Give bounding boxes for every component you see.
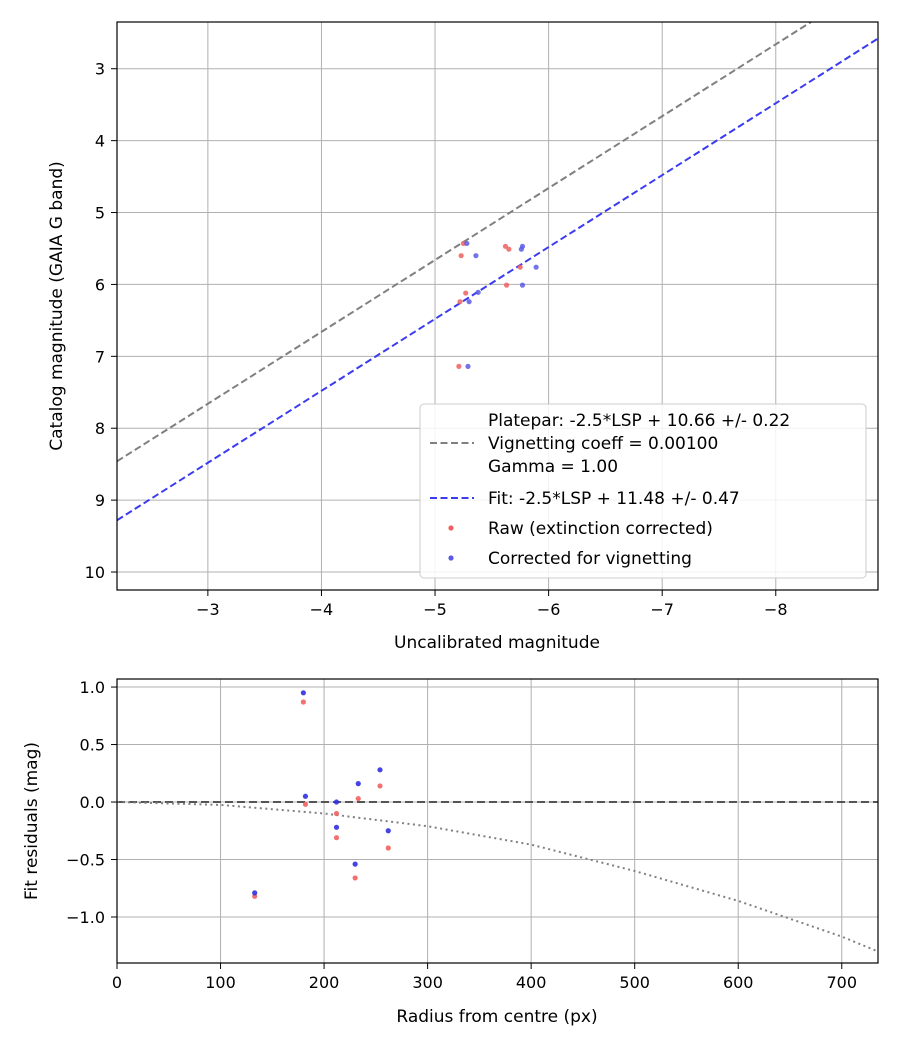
residuals-plot-points (252, 690, 391, 899)
raw-residual-point (352, 875, 358, 881)
corrected-point (533, 264, 539, 270)
x-tick-label: −7 (650, 600, 674, 619)
legend-dot-swatch (448, 525, 454, 531)
y-tick-label: 9 (95, 491, 105, 510)
raw-residual-point (333, 835, 340, 841)
corrected-point (519, 282, 526, 288)
residuals-plot: 0 100 200 300 400 500 600 7001.00.50.0−0.5−1.0 … (22, 678, 879, 1027)
raw-residual-point (333, 810, 340, 817)
corrected-residual-point (333, 824, 340, 830)
raw-point (457, 299, 463, 305)
legend-entry: Raw (extinction corrected) (488, 519, 713, 539)
raw-point (456, 363, 462, 369)
x-tick-label: −4 (310, 600, 334, 619)
y-tick-label: 0.5 (80, 736, 105, 755)
y-tick-label: 10 (85, 563, 105, 582)
raw-point (463, 290, 469, 296)
corrected-residual-point (385, 828, 391, 834)
y-tick-label: 0.0 (80, 793, 105, 812)
corrected-point (465, 363, 471, 369)
raw-point (506, 246, 512, 252)
raw-residual-point (302, 801, 309, 807)
magnitude-plot-ylabel: Catalog magnitude (GAIA G band) (47, 161, 67, 451)
x-tick-label: 600 (723, 973, 754, 992)
y-tick-label: 6 (95, 275, 105, 294)
corrected-point (473, 253, 479, 259)
x-tick-label: −5 (423, 600, 447, 619)
legend-dot-swatch (448, 555, 454, 561)
raw-point (503, 282, 510, 288)
legend-entry: Platepar: -2.5*LSP + 10.66 +/- 0.22 (488, 411, 790, 431)
legend-entry: Corrected for vignetting (488, 549, 692, 569)
raw-residual-point (355, 795, 361, 802)
x-tick-label: −8 (764, 600, 788, 619)
corrected-residual-point (252, 890, 258, 896)
y-tick-label: 1.0 (80, 678, 105, 697)
x-tick-label: 500 (619, 973, 650, 992)
corrected-point (518, 246, 524, 252)
x-tick-label: 0 (112, 973, 122, 992)
fit-line-platepar (117, 22, 813, 463)
magnitude-plot-xlabel: Uncalibrated magnitude (394, 633, 600, 653)
corrected-residual-point (302, 793, 309, 799)
corrected-point (475, 289, 481, 295)
y-tick-label: −0.5 (66, 851, 105, 870)
x-tick-label: −6 (537, 600, 561, 619)
corrected-residual-point (355, 781, 361, 787)
residuals-plot-lines (117, 801, 878, 953)
corrected-residual-point (352, 861, 358, 867)
fit-line-fit (117, 37, 878, 522)
y-tick-label: −1.0 (66, 908, 105, 927)
residuals-plot-xlabel: Radius from centre (px) (396, 1007, 597, 1027)
x-tick-label: 200 (309, 973, 340, 992)
vignetting-curve (117, 801, 878, 953)
legend-entry: Vignetting coeff = 0.00100 (488, 434, 718, 454)
x-tick-label: 300 (412, 973, 443, 992)
raw-residual-point (385, 845, 391, 851)
magnitude-plot-points (456, 240, 539, 369)
residuals-plot-frame (116, 678, 879, 964)
raw-point (458, 253, 464, 259)
raw-residual-point (377, 783, 383, 789)
corrected-point (464, 240, 470, 247)
magnitude-plot: −3 −4 −5 −6 −7 −8 3 4 5 6 7 8 9 10 Uncalibrated magni… (47, 21, 879, 653)
residuals-plot-ylabel: Fit residuals (mag) (22, 742, 42, 900)
raw-residual-point (300, 699, 306, 705)
y-tick-label: 8 (95, 419, 105, 438)
x-tick-label: 400 (516, 973, 547, 992)
y-tick-label: 5 (95, 204, 105, 223)
residuals-plot-grid (116, 679, 878, 963)
legend-entry: Fit: -2.5*LSP + 11.48 +/- 0.47 (488, 489, 740, 509)
x-tick-label: 700 (826, 973, 857, 992)
corrected-residual-point (377, 767, 383, 773)
corrected-residual-point (300, 690, 306, 696)
raw-point (517, 264, 523, 270)
raw-point (502, 243, 509, 249)
y-tick-label: 3 (95, 60, 105, 79)
magnitude-plot-frame (116, 21, 879, 591)
corrected-residual-point (333, 799, 340, 805)
x-tick-label: −3 (196, 600, 220, 619)
y-tick-label: 4 (95, 132, 105, 151)
magnitude-plot-lines (117, 22, 878, 522)
x-tick-label: 100 (205, 973, 236, 992)
corrected-point (466, 299, 472, 305)
legend-entry: Gamma = 1.00 (488, 457, 618, 477)
residuals-plot-ticks: 0 100 200 300 400 500 600 700 1.0 0.5 0.0 −0.5 −1.0 (66, 678, 857, 992)
y-tick-label: 7 (95, 347, 105, 366)
magnitude-plot-legend: Platepar: -2.5*LSP + 10.66 +/- 0.22 Vigne… (419, 403, 867, 579)
magnitude-plot-ticks: −3 −4 −5 −6 −7 −8 3 4 5 6 7 8 9 10 (85, 60, 788, 619)
legend-box (419, 403, 867, 579)
